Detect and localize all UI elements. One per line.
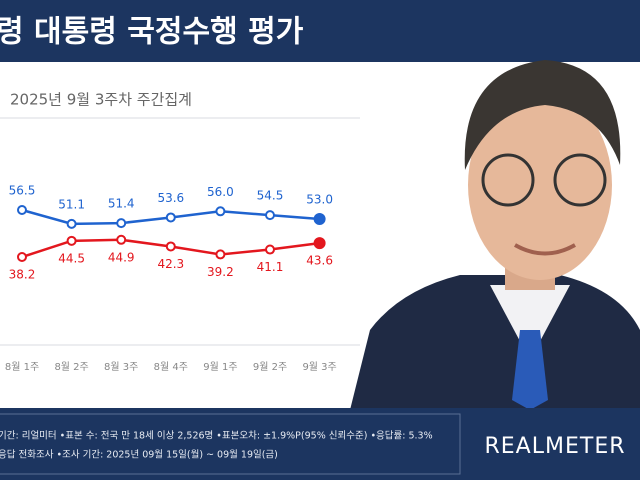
data-label: 54.5 (257, 189, 284, 203)
hair (464, 60, 621, 170)
data-label: 38.2 (9, 268, 36, 282)
data-label: 44.9 (108, 250, 135, 264)
point (313, 212, 326, 225)
glasses (553, 153, 607, 207)
data-label: 56.5 (9, 184, 36, 198)
x-tick-label: 8월 1주 (5, 361, 39, 373)
data-label: 56.0 (207, 185, 234, 199)
portrait (350, 60, 640, 410)
data-label: 51.4 (108, 197, 135, 211)
x-tick-label: 9월 2주 (253, 361, 287, 373)
data-label: 43.6 (306, 254, 333, 268)
data-label: 51.1 (58, 197, 85, 211)
face (468, 90, 612, 280)
data-label: 53.6 (157, 191, 184, 205)
shirt (490, 285, 570, 360)
title: 령 대통령 국정수행 평가 (0, 15, 304, 50)
glasses (481, 153, 535, 207)
data-label: 41.1 (257, 260, 284, 274)
suit (350, 275, 640, 410)
footer (0, 408, 640, 480)
point (66, 235, 77, 246)
title-banner (0, 0, 640, 62)
footer-line: 기간: 리얼미터 •표본 수: 전국 만 18세 이상 2,526명 •표본오차… (0, 430, 433, 442)
point (265, 210, 275, 221)
point (116, 218, 127, 229)
point (165, 241, 176, 252)
data-label: 42.3 (157, 257, 184, 271)
x-tick-label: 8월 3주 (104, 361, 138, 373)
mouth (514, 243, 576, 256)
point (215, 206, 226, 217)
data-label: 39.2 (207, 265, 234, 279)
point (215, 249, 226, 260)
point (66, 218, 77, 229)
x-tick-label: 9월 3주 (302, 361, 336, 373)
point (17, 252, 27, 262)
footer-box (0, 413, 461, 475)
x-tick-label: 9월 1주 (203, 361, 237, 373)
x-tick-label: 8월 4주 (154, 361, 188, 373)
point (313, 237, 326, 250)
subtitle: 2025년 9월 3주차 주간집계 (10, 91, 192, 109)
point (116, 234, 127, 245)
data-label: 53.0 (306, 192, 333, 206)
footer-line: 응답 전화조사 •조사 기간: 2025년 09월 15일(월) ~ 09월 1… (0, 449, 278, 461)
data-label: 44.5 (58, 251, 85, 265)
point (265, 244, 275, 255)
tie (512, 330, 548, 410)
point (165, 212, 176, 223)
point (17, 205, 27, 215)
x-tick-label: 8월 2주 (54, 361, 88, 373)
brand: REALMETER (485, 434, 626, 459)
